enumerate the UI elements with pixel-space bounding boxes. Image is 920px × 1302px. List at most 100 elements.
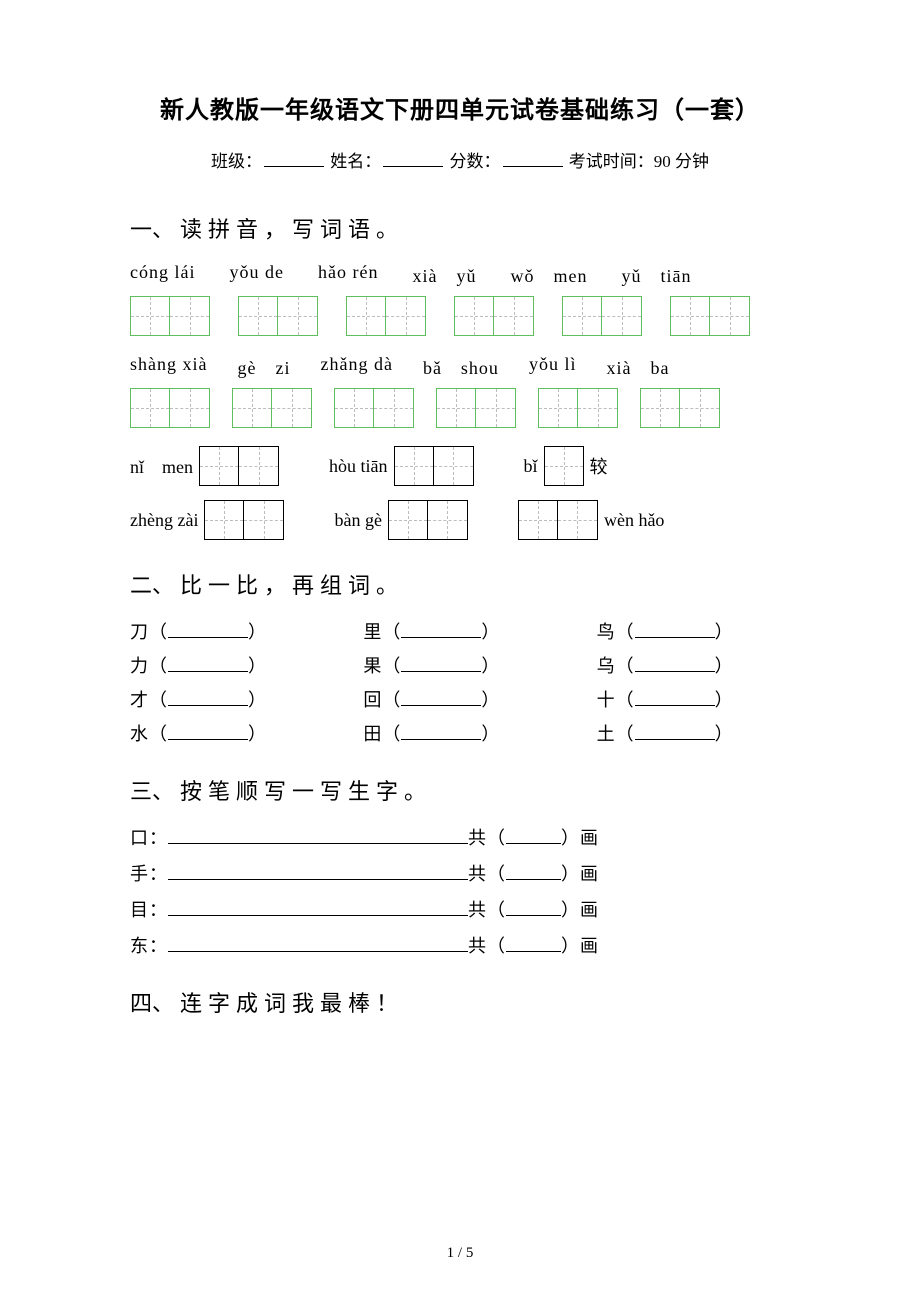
section-4-num: 四、 (130, 991, 174, 1016)
blank[interactable] (506, 862, 561, 880)
blank[interactable] (168, 934, 468, 952)
blank[interactable] (635, 620, 715, 638)
tianzi-box[interactable] (670, 296, 750, 336)
blank[interactable] (168, 654, 248, 672)
tianzi-box[interactable] (199, 446, 279, 486)
compare-item: 回（） (363, 686, 556, 712)
time-label: 考试时间：90 分钟 (569, 152, 709, 171)
pinyin: hǎo rén (318, 262, 378, 288)
page-title: 新人教版一年级语文下册四单元试卷基础练习（一套） (130, 90, 790, 125)
class-blank[interactable] (264, 150, 324, 167)
pinyin: wèn hǎo (604, 510, 664, 531)
pinyin-group: hòu tiān (329, 446, 474, 486)
compare-item: 里（） (363, 618, 556, 644)
char: 刀 (130, 622, 149, 642)
worksheet-page: 新人教版一年级语文下册四单元试卷基础练习（一套） 班级： 姓名： 分数： 考试时… (0, 0, 920, 1302)
tianzi-box[interactable] (388, 500, 468, 540)
pinyin-group: wèn hǎo (518, 500, 664, 540)
char-suffix: 较 (590, 453, 608, 479)
tianzi-box[interactable] (538, 388, 618, 428)
compare-grid: 刀（） 里（） 鸟（） 力（） 果（） 乌（） 才（） 回（） 十（） 水（） … (130, 618, 790, 746)
char: 鸟 (597, 622, 616, 642)
section-2-num: 二、 (130, 573, 174, 598)
pinyin: bàn gè (334, 510, 381, 531)
blank[interactable] (168, 862, 468, 880)
pinyin: yǒu lì (529, 354, 577, 380)
section-4-title: 连字成词我最棒！ (180, 991, 404, 1016)
blank[interactable] (635, 722, 715, 740)
tianzi-box[interactable] (334, 388, 414, 428)
blank[interactable] (168, 722, 248, 740)
tianzi-box[interactable] (346, 296, 426, 336)
blank[interactable] (506, 826, 561, 844)
tianzi-box[interactable] (436, 388, 516, 428)
blank[interactable] (401, 620, 481, 638)
pinyin-group: bǐ 较 (524, 446, 608, 486)
blank[interactable] (168, 620, 248, 638)
char: 田 (363, 724, 382, 744)
blank[interactable] (401, 722, 481, 740)
pinyin: cóng lái (130, 262, 195, 288)
pinyin-row-3: nǐ men hòu tiān bǐ 较 (130, 446, 790, 486)
compare-item: 刀（） (130, 618, 323, 644)
section-3-head: 三、按笔顺写一写生字。 (130, 774, 790, 806)
compare-item: 田（） (363, 720, 556, 746)
section-1-num: 一、 (130, 217, 174, 242)
pinyin: xià yǔ (412, 262, 476, 288)
pinyin: hòu tiān (329, 456, 388, 477)
pinyin: nǐ men (130, 453, 193, 479)
section-3-num: 三、 (130, 779, 174, 804)
gong-label: 共（ (468, 900, 506, 920)
pinyin: wǒ men (510, 262, 587, 288)
gong-label: 共（ (468, 828, 506, 848)
tianzi-box[interactable] (130, 296, 210, 336)
score-label: 分数： (450, 152, 501, 171)
meta-line: 班级： 姓名： 分数： 考试时间：90 分钟 (130, 147, 790, 172)
tianzi-box[interactable] (130, 388, 210, 428)
score-blank[interactable] (503, 150, 563, 167)
blank[interactable] (506, 934, 561, 952)
tianzi-box[interactable] (562, 296, 642, 336)
hua-label: ）画 (561, 864, 599, 884)
tianzi-box[interactable] (454, 296, 534, 336)
char: 才 (130, 690, 149, 710)
compare-item: 十（） (597, 686, 790, 712)
char: 回 (363, 690, 382, 710)
char: 力 (130, 656, 149, 676)
char: 口 (130, 828, 149, 848)
hua-label: ）画 (561, 936, 599, 956)
tianzi-box[interactable] (518, 500, 598, 540)
pinyin: yǒu de (229, 262, 284, 288)
blank[interactable] (635, 654, 715, 672)
blank[interactable] (168, 826, 468, 844)
name-blank[interactable] (383, 150, 443, 167)
tianzi-box[interactable] (238, 296, 318, 336)
blank[interactable] (401, 688, 481, 706)
tianzi-box[interactable] (232, 388, 312, 428)
char: 里 (363, 622, 382, 642)
pinyin: bǐ (524, 456, 538, 477)
blank[interactable] (401, 654, 481, 672)
tianzi-box[interactable] (544, 446, 584, 486)
blank[interactable] (168, 898, 468, 916)
pinyin: zhèng zài (130, 510, 198, 531)
box-row-2 (130, 388, 790, 428)
pinyin: gè zi (237, 354, 290, 380)
blank[interactable] (506, 898, 561, 916)
stroke-row: 目：共（）画 (130, 896, 790, 922)
tianzi-box[interactable] (640, 388, 720, 428)
tianzi-box[interactable] (204, 500, 284, 540)
compare-item: 水（） (130, 720, 323, 746)
compare-item: 土（） (597, 720, 790, 746)
compare-item: 鸟（） (597, 618, 790, 644)
char: 土 (597, 724, 616, 744)
blank[interactable] (168, 688, 248, 706)
blank[interactable] (635, 688, 715, 706)
class-label: 班级： (211, 152, 262, 171)
box-row-1 (130, 296, 790, 336)
tianzi-box[interactable] (394, 446, 474, 486)
section-1-title: 读拼音，写词语。 (180, 217, 404, 242)
pinyin: yǔ tiān (621, 262, 691, 288)
section-2-head: 二、比一比，再组词。 (130, 568, 790, 600)
char: 乌 (597, 656, 616, 676)
